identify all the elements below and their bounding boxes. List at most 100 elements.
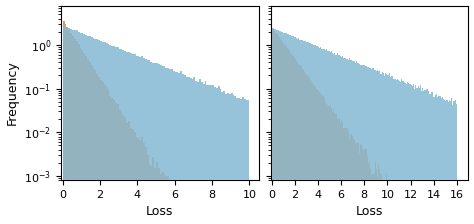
Bar <box>218 86 219 224</box>
Bar <box>316 46 317 224</box>
Bar <box>300 40 301 224</box>
Bar <box>280 39 281 224</box>
Bar <box>331 51 332 224</box>
Bar <box>276 34 277 224</box>
Bar <box>108 90 109 224</box>
Bar <box>400 82 401 224</box>
Bar <box>414 90 415 224</box>
Bar <box>438 96 439 224</box>
Bar <box>316 89 317 224</box>
Bar <box>333 54 334 224</box>
Bar <box>393 79 394 224</box>
Bar <box>340 122 341 224</box>
Bar <box>186 77 188 224</box>
Bar <box>449 100 450 224</box>
Bar <box>385 181 386 224</box>
Bar <box>305 41 306 224</box>
Bar <box>437 97 438 224</box>
Bar <box>288 34 289 224</box>
Bar <box>304 41 305 224</box>
Bar <box>325 50 326 224</box>
X-axis label: Loss: Loss <box>356 205 383 218</box>
Bar <box>201 216 203 224</box>
Bar <box>272 28 273 224</box>
Bar <box>368 164 369 224</box>
Bar <box>191 79 193 224</box>
Bar <box>362 148 363 224</box>
Bar <box>85 56 87 224</box>
Bar <box>289 35 290 224</box>
Bar <box>289 51 290 224</box>
Bar <box>431 92 433 224</box>
Bar <box>219 89 221 224</box>
Bar <box>371 174 373 224</box>
Bar <box>295 37 296 224</box>
Bar <box>430 211 431 224</box>
Bar <box>136 137 137 224</box>
Bar <box>94 70 96 224</box>
Bar <box>344 129 345 224</box>
Bar <box>410 211 412 224</box>
Bar <box>171 69 173 224</box>
Bar <box>387 181 389 224</box>
Bar <box>426 89 427 224</box>
Bar <box>115 47 117 224</box>
Bar <box>331 108 332 224</box>
Bar <box>286 46 287 224</box>
Bar <box>100 41 102 224</box>
Bar <box>233 95 235 224</box>
Bar <box>284 32 286 224</box>
Bar <box>149 60 150 224</box>
Bar <box>143 143 145 224</box>
Bar <box>429 94 430 224</box>
Bar <box>301 40 302 224</box>
Bar <box>177 202 179 224</box>
Bar <box>321 95 323 224</box>
Bar <box>92 68 94 224</box>
Bar <box>98 40 100 224</box>
Bar <box>96 39 98 224</box>
Bar <box>283 33 284 224</box>
Bar <box>371 69 373 224</box>
Bar <box>377 177 378 224</box>
Bar <box>355 63 356 224</box>
Bar <box>378 71 379 224</box>
Bar <box>160 65 162 224</box>
Bar <box>227 93 229 224</box>
Bar <box>203 84 205 224</box>
Bar <box>357 63 358 224</box>
Bar <box>415 84 416 224</box>
Bar <box>419 211 420 224</box>
Bar <box>381 74 382 224</box>
Bar <box>113 46 115 224</box>
Bar <box>423 90 425 224</box>
Bar <box>434 97 435 224</box>
Bar <box>407 82 408 224</box>
Bar <box>383 73 384 224</box>
Bar <box>360 65 361 224</box>
Bar <box>209 85 210 224</box>
Bar <box>401 79 402 224</box>
Bar <box>158 64 160 224</box>
Bar <box>175 72 177 224</box>
Bar <box>145 147 147 224</box>
Bar <box>284 45 286 224</box>
Bar <box>326 104 327 224</box>
Bar <box>308 42 309 224</box>
Bar <box>439 96 441 224</box>
Bar <box>342 123 344 224</box>
Bar <box>173 202 175 224</box>
Bar <box>152 157 154 224</box>
Bar <box>136 56 137 224</box>
Bar <box>281 32 282 224</box>
Bar <box>381 174 382 224</box>
Bar <box>76 41 78 224</box>
Bar <box>368 67 369 224</box>
Bar <box>210 84 212 224</box>
Bar <box>354 140 355 224</box>
Bar <box>225 94 227 224</box>
Bar <box>387 75 389 224</box>
Bar <box>298 39 300 224</box>
Bar <box>290 53 292 224</box>
Bar <box>326 49 327 224</box>
